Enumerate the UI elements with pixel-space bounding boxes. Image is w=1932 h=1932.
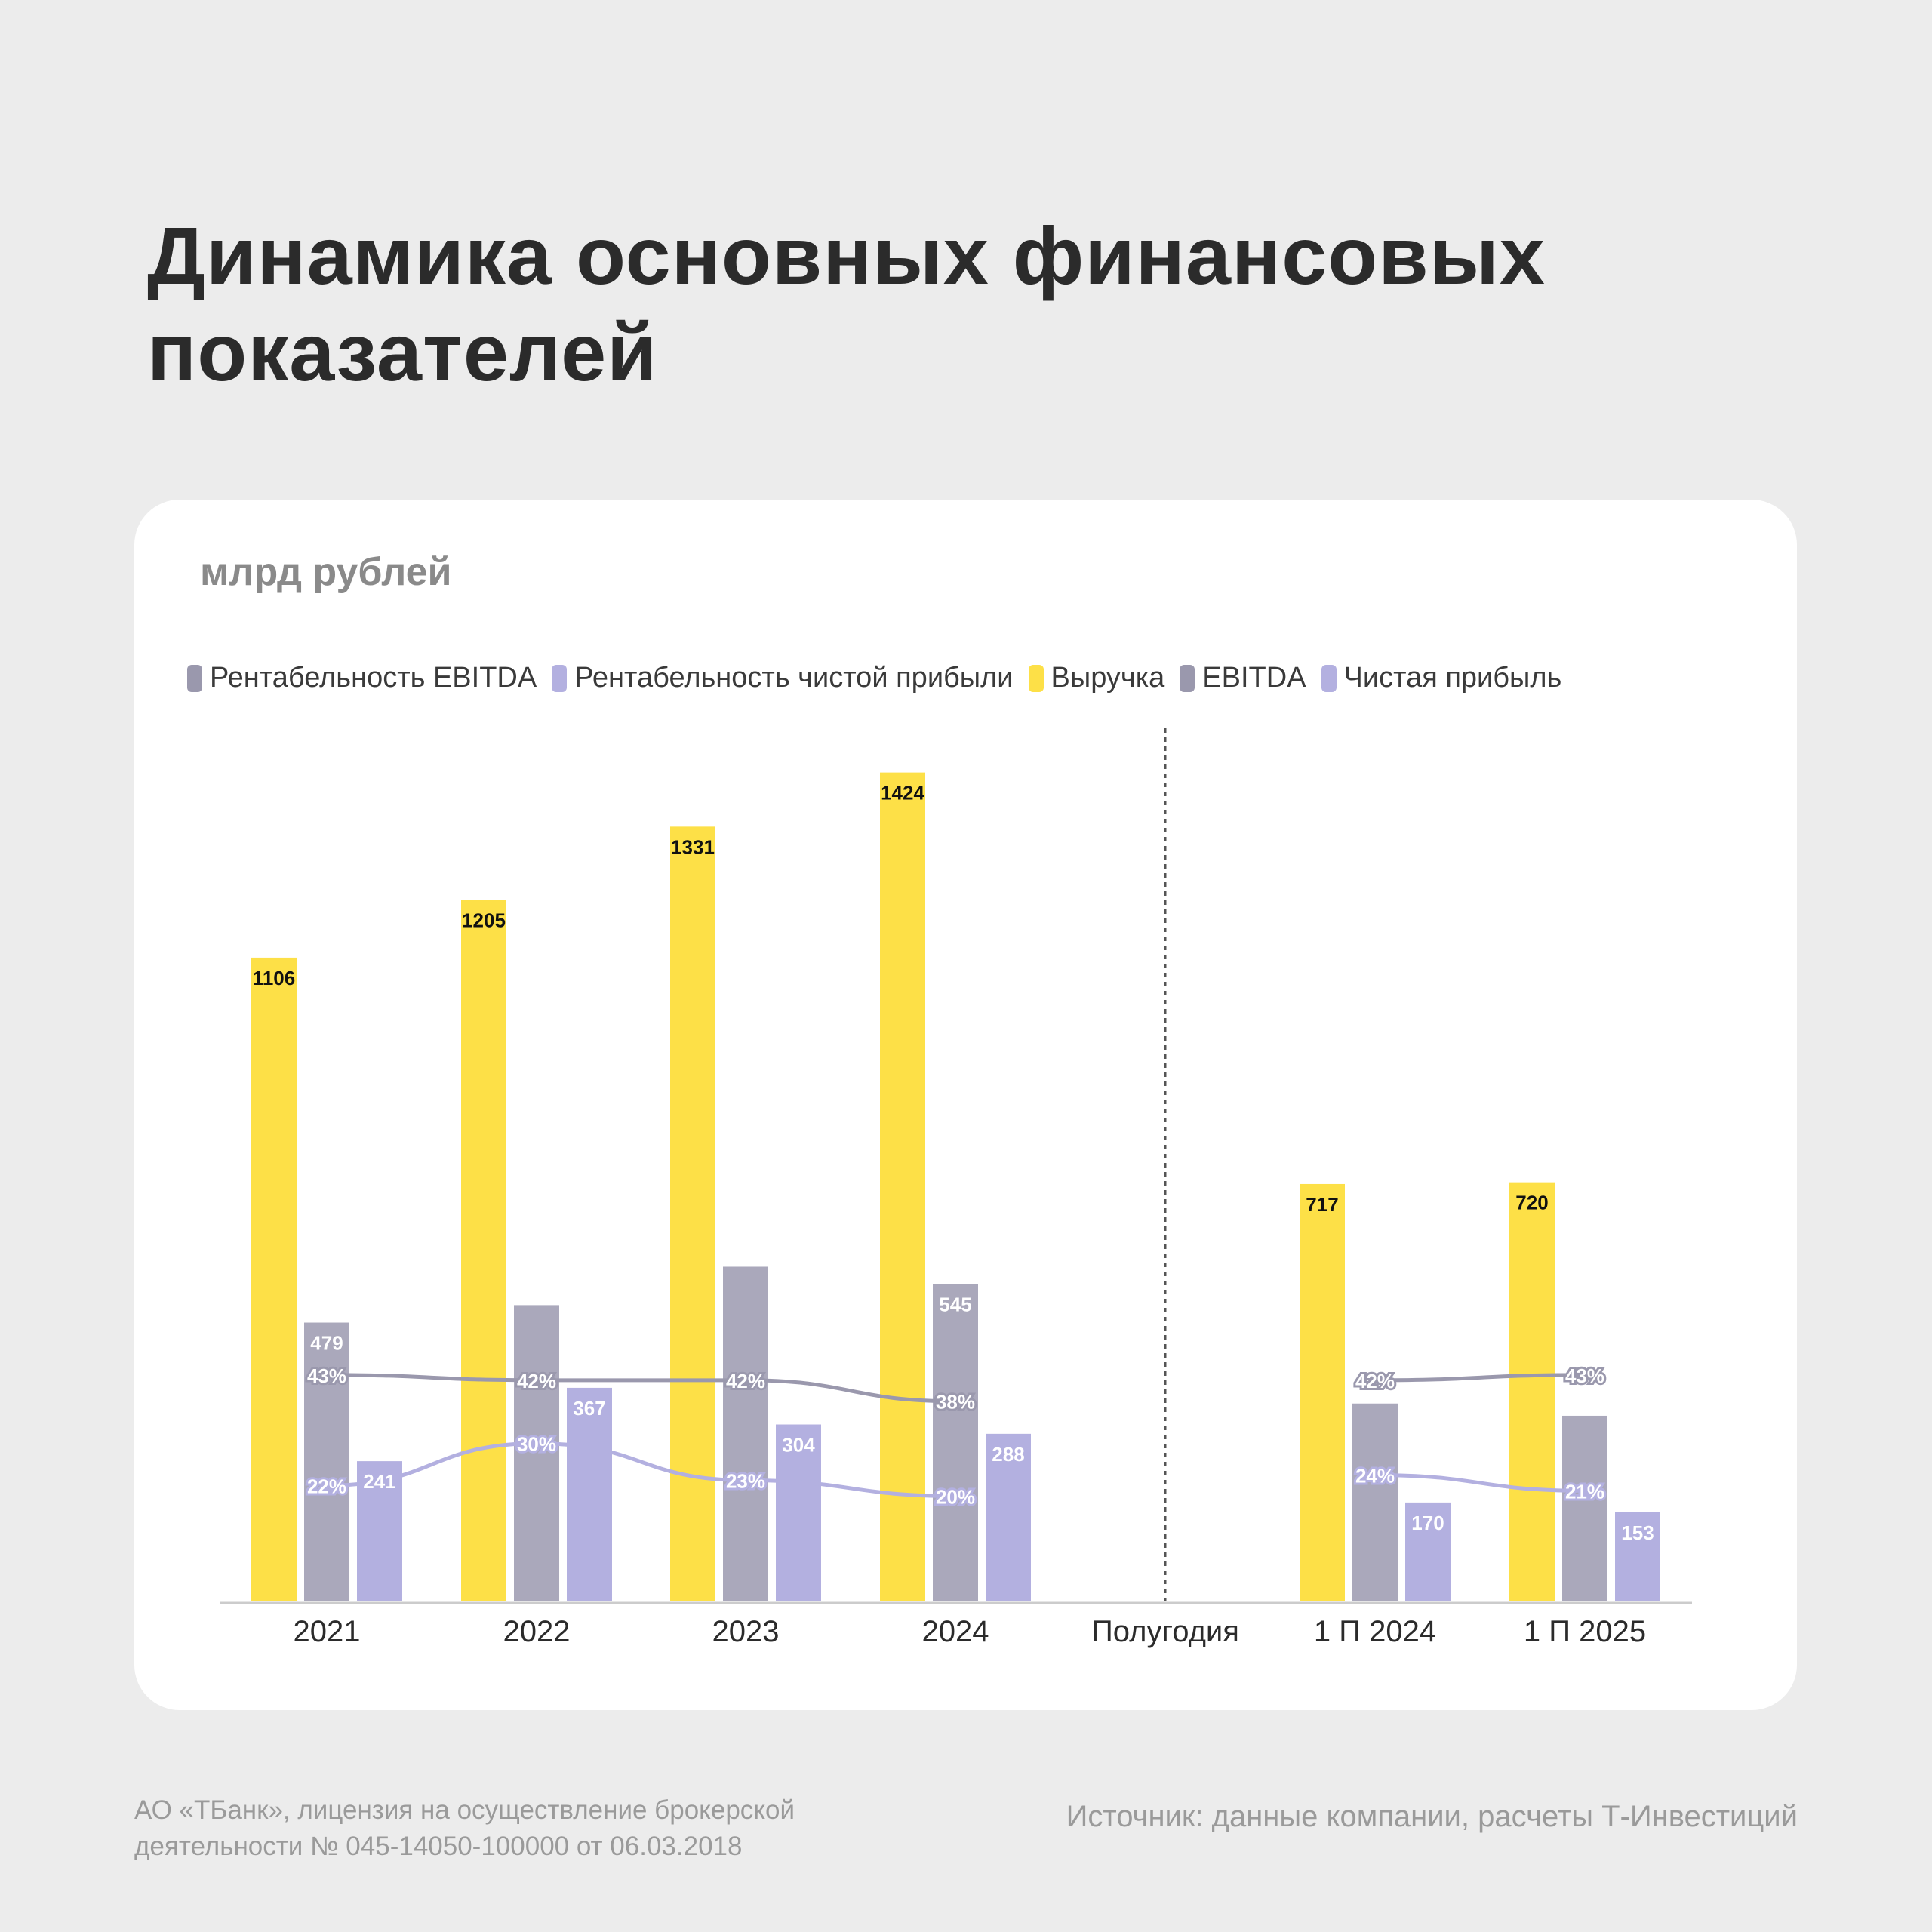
license-line-1: АО «ТБанк», лицензия на осуществление бр… [134, 1795, 795, 1825]
x-tick-label-0: 2021 [294, 1615, 361, 1648]
bar-ebitda-6 [1562, 1415, 1607, 1601]
bar-label-net-profit-6: 153 [1621, 1521, 1654, 1544]
bar-label-ebitda-0: 479 [310, 1332, 343, 1355]
legend-item-ebitda: EBITDA [1180, 662, 1306, 694]
bar-label-net-profit-2: 304 [782, 1434, 815, 1457]
bar-revenue-1 [461, 900, 506, 1601]
legend-swatch-revenue [1028, 664, 1044, 692]
source-note: Источник: данные компании, расчеты Т-Инв… [1066, 1800, 1798, 1833]
bar-label-revenue-6: 720 [1515, 1192, 1548, 1214]
line-label-ebitda-margin-3: 38% [936, 1391, 975, 1414]
legend-item-net-profit: Чистая прибыль [1321, 662, 1562, 694]
bar-ebitda-3 [933, 1284, 978, 1601]
title-line-2: показателей [147, 306, 658, 398]
chart-legend: Рентабельность EBITDA Рентабельность чис… [187, 662, 1577, 694]
line-label-net-margin-0: 22% [307, 1475, 346, 1497]
line-label-net-margin-5: 24% [1355, 1464, 1395, 1487]
license-note: АО «ТБанк», лицензия на осуществление бр… [134, 1792, 795, 1865]
legend-label-ebitda: EBITDA [1202, 662, 1306, 694]
bar-label-revenue-1: 1205 [462, 909, 506, 932]
bar-label-revenue-0: 1106 [253, 967, 295, 989]
line-label-net-margin-2: 23% [726, 1469, 765, 1492]
line-net-margin-segment-0 [326, 1441, 956, 1498]
x-tick-label-3: 2024 [922, 1615, 989, 1648]
x-tick-label-6: 1 П 2025 [1524, 1615, 1646, 1648]
bar-ebitda-1 [514, 1305, 559, 1601]
bar-label-net-profit-3: 288 [992, 1443, 1024, 1466]
bar-label-net-profit-0: 241 [363, 1470, 395, 1493]
bar-revenue-2 [670, 826, 715, 1601]
line-label-net-margin-1: 30% [517, 1433, 556, 1456]
line-label-net-margin-6: 21% [1565, 1480, 1604, 1503]
x-tick-label-2: 2023 [712, 1615, 780, 1648]
x-tick-label-1: 2022 [503, 1615, 571, 1648]
bar-label-net-profit-5: 170 [1411, 1512, 1444, 1534]
x-tick-label-4: Полугодия [1091, 1615, 1239, 1648]
legend-swatch-ebitda-margin [187, 664, 202, 692]
bar-net-profit-3 [986, 1433, 1031, 1601]
legend-item-ebitda-margin: Рентабельность EBITDA [187, 662, 537, 694]
bar-net-profit-1 [567, 1387, 612, 1601]
bar-revenue-0 [251, 957, 297, 1601]
line-ebitda-margin-segment-1 [1374, 1373, 1586, 1383]
legend-swatch-net-margin [552, 664, 568, 692]
bar-ebitda-0 [304, 1322, 349, 1601]
bar-revenue-5 [1300, 1183, 1345, 1601]
legend-item-net-margin: Рентабельность чистой прибыли [552, 662, 1014, 694]
bar-ebitda-2 [723, 1266, 768, 1601]
legend-item-revenue: Выручка [1028, 662, 1165, 694]
legend-label-ebitda-margin: Рентабельность EBITDA [210, 662, 537, 694]
legend-swatch-ebitda [1180, 664, 1195, 692]
bar-label-revenue-2: 1331 [671, 835, 715, 858]
bar-label-ebitda-3: 545 [939, 1294, 971, 1316]
line-label-ebitda-margin-6: 43% [1565, 1364, 1604, 1387]
title-line-1: Динамика основных финансовых [147, 210, 1546, 301]
bar-ebitda-5 [1352, 1403, 1398, 1601]
legend-label-net-profit: Чистая прибыль [1343, 662, 1562, 694]
bar-revenue-6 [1509, 1182, 1555, 1601]
line-label-ebitda-margin-5: 42% [1355, 1370, 1395, 1392]
bar-label-net-profit-1: 367 [573, 1397, 605, 1420]
x-tick-label-5: 1 П 2024 [1314, 1615, 1436, 1648]
bar-net-profit-2 [776, 1424, 821, 1601]
bar-label-revenue-5: 717 [1306, 1193, 1338, 1216]
license-line-2: деятельности № 045-14050-100000 от 06.03… [134, 1832, 743, 1861]
line-label-net-margin-3: 20% [936, 1485, 975, 1508]
line-ebitda-margin-segment-0 [326, 1373, 956, 1404]
bar-net-profit-5 [1405, 1502, 1451, 1601]
legend-label-revenue: Выручка [1051, 662, 1165, 694]
line-label-ebitda-margin-2: 42% [726, 1370, 765, 1392]
unit-label: млрд рублей [200, 550, 452, 594]
bar-net-profit-6 [1615, 1512, 1660, 1601]
legend-label-net-margin: Рентабельность чистой прибыли [574, 662, 1014, 694]
line-label-ebitda-margin-0: 43% [307, 1364, 346, 1387]
legend-swatch-net-profit [1321, 664, 1337, 692]
line-label-ebitda-margin-1: 42% [517, 1370, 556, 1392]
bar-revenue-3 [880, 772, 925, 1601]
bar-label-revenue-3: 1424 [881, 782, 924, 804]
page-title: Динамика основных финансовых показателей [147, 208, 1807, 401]
line-net-margin-segment-1 [1374, 1472, 1586, 1493]
